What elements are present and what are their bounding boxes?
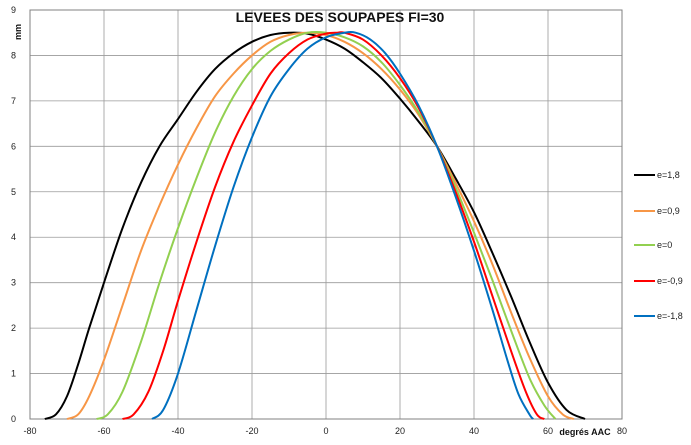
y-tick-label: 6 [11,141,16,151]
legend-label: e=1,8 [657,170,680,180]
y-axis-label: mm [13,24,23,40]
x-tick-label: -80 [23,426,36,436]
x-tick-label: 20 [395,426,405,436]
y-tick-label: 1 [11,369,16,379]
x-tick-label: 40 [469,426,479,436]
y-axis-ticks: 0 1 2 3 4 5 6 7 8 9 [11,5,16,424]
y-tick-label: 9 [11,5,16,15]
x-tick-label: 0 [323,426,328,436]
x-tick-label: -20 [245,426,258,436]
y-tick-label: 3 [11,278,16,288]
y-tick-label: 8 [11,50,16,60]
x-axis-ticks: -80 -60 -40 -20 0 20 40 60 80 [23,426,627,436]
series-line-5 [151,31,534,420]
y-tick-label: 7 [11,96,16,106]
legend: e=1,8 e=0,9 e=0 e=-0,9 e=-1,8 [634,170,683,321]
y-tick-label: 2 [11,323,16,333]
series-line-2 [66,31,575,420]
plot-area [29,9,623,420]
x-tick-label: 80 [617,426,627,436]
y-tick-label: 4 [11,232,16,242]
x-axis-label: degrés AAC [559,427,611,437]
x-tick-label: -40 [171,426,184,436]
chart-title: LEVEES DES SOUPAPES FI=30 [236,9,445,25]
y-tick-label: 5 [11,187,16,197]
y-tick-label: 0 [11,414,16,424]
x-tick-label: 60 [543,426,553,436]
x-tick-label: -60 [97,426,110,436]
series-lines [44,31,586,420]
series-line-4 [122,31,545,420]
legend-label: e=0,9 [657,206,680,216]
legend-label: e=-1,8 [657,311,683,321]
legend-label: e=-0,9 [657,276,683,286]
legend-label: e=0 [657,240,672,250]
